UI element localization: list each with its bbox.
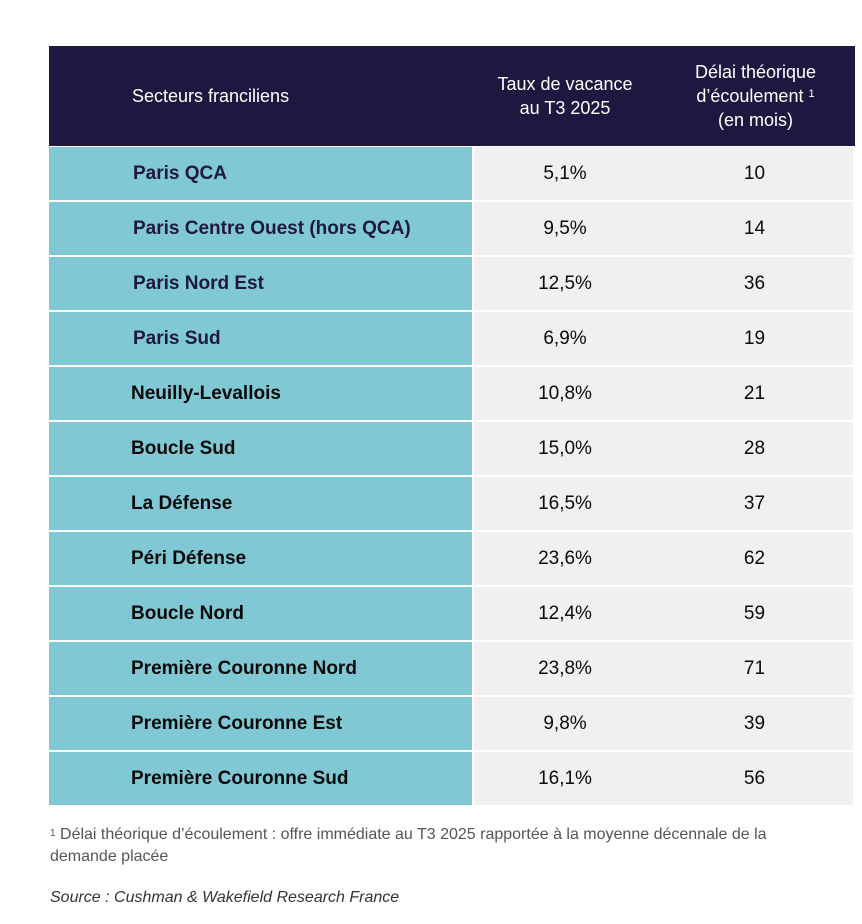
sector-cell: Première Couronne Est: [49, 697, 474, 750]
table-row: Paris Nord Est 12,5% 36: [49, 257, 855, 312]
vacancy-cell: 16,1%: [474, 752, 656, 805]
vacancy-table: Secteurs franciliens Taux de vacance au …: [49, 46, 855, 807]
delay-cell: 36: [656, 257, 853, 310]
footnote: 1 Délai théorique d’écoulement : offre i…: [50, 824, 790, 868]
footnote-number: 1: [50, 828, 56, 839]
footnote-marker: 1: [808, 88, 815, 100]
sector-cell: Paris Centre Ouest (hors QCA): [49, 202, 474, 255]
table-row: Paris QCA 5,1% 10: [49, 147, 855, 202]
vacancy-cell: 6,9%: [474, 312, 656, 365]
delay-cell: 59: [656, 587, 853, 640]
delay-cell: 28: [656, 422, 853, 475]
vacancy-cell: 5,1%: [474, 147, 656, 200]
footnote-text: Délai théorique d’écoulement : offre imm…: [50, 826, 767, 865]
vacancy-cell: 16,5%: [474, 477, 656, 530]
sector-cell: Boucle Sud: [49, 422, 474, 475]
delay-cell: 37: [656, 477, 853, 530]
source-note: Source : Cushman & Wakefield Research Fr…: [50, 889, 400, 906]
vacancy-cell: 23,6%: [474, 532, 656, 585]
vacancy-cell: 23,8%: [474, 642, 656, 695]
sector-cell: Paris QCA: [49, 147, 474, 200]
delay-cell: 71: [656, 642, 853, 695]
delay-cell: 56: [656, 752, 853, 805]
vacancy-cell: 10,8%: [474, 367, 656, 420]
vacancy-cell: 9,8%: [474, 697, 656, 750]
table-row: Paris Sud 6,9% 19: [49, 312, 855, 367]
vacancy-cell: 9,5%: [474, 202, 656, 255]
sector-cell: Paris Sud: [49, 312, 474, 365]
table-row: Péri Défense 23,6% 62: [49, 532, 855, 587]
sector-cell: Péri Défense: [49, 532, 474, 585]
vacancy-cell: 12,4%: [474, 587, 656, 640]
sector-cell: Neuilly-Levallois: [49, 367, 474, 420]
delay-cell: 14: [656, 202, 853, 255]
table-row: Paris Centre Ouest (hors QCA) 9,5% 14: [49, 202, 855, 257]
table-row: Neuilly-Levallois 10,8% 21: [49, 367, 855, 422]
table-row: La Défense 16,5% 37: [49, 477, 855, 532]
header-vacancy: Taux de vacance au T3 2025: [497, 74, 633, 118]
table-row: Boucle Nord 12,4% 59: [49, 587, 855, 642]
table-row: Boucle Sud 15,0% 28: [49, 422, 855, 477]
delay-cell: 39: [656, 697, 853, 750]
sector-cell: La Défense: [49, 477, 474, 530]
sector-cell: Première Couronne Sud: [49, 752, 474, 805]
delay-cell: 19: [656, 312, 853, 365]
vacancy-cell: 12,5%: [474, 257, 656, 310]
table-row: Première Couronne Nord 23,8% 71: [49, 642, 855, 697]
delay-cell: 62: [656, 532, 853, 585]
header-sector: Secteurs franciliens: [132, 86, 290, 106]
sector-cell: Boucle Nord: [49, 587, 474, 640]
table-header: Secteurs franciliens Taux de vacance au …: [49, 46, 855, 147]
table-row: Première Couronne Est 9,8% 39: [49, 697, 855, 752]
header-delay: Délai théorique d’écoulement 1 (en mois): [694, 62, 817, 130]
delay-cell: 10: [656, 147, 853, 200]
sector-cell: Paris Nord Est: [49, 257, 474, 310]
table-row: Première Couronne Sud 16,1% 56: [49, 752, 855, 807]
vacancy-cell: 15,0%: [474, 422, 656, 475]
sector-cell: Première Couronne Nord: [49, 642, 474, 695]
delay-cell: 21: [656, 367, 853, 420]
